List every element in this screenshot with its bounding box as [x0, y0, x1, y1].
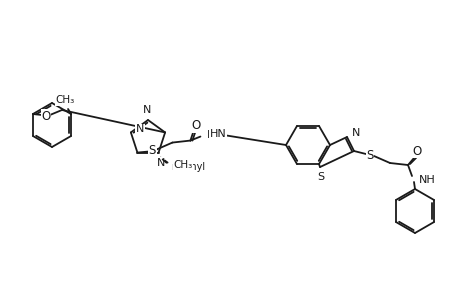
Text: N: N [156, 158, 164, 168]
Text: HN: HN [209, 129, 226, 139]
Text: O: O [411, 145, 421, 158]
Text: methyl: methyl [171, 162, 205, 172]
Text: N: N [142, 105, 151, 115]
Text: HN: HN [209, 129, 226, 139]
Text: N: N [135, 124, 144, 134]
Text: S: S [365, 148, 373, 161]
Text: HN: HN [206, 130, 223, 140]
Text: CH₃: CH₃ [55, 95, 74, 105]
Text: O: O [41, 110, 50, 122]
Text: NH: NH [418, 175, 435, 185]
Text: CH₃: CH₃ [173, 160, 192, 170]
Text: S: S [148, 144, 156, 157]
Text: N: N [351, 128, 359, 138]
Text: O: O [191, 119, 201, 132]
Text: S: S [317, 172, 324, 182]
